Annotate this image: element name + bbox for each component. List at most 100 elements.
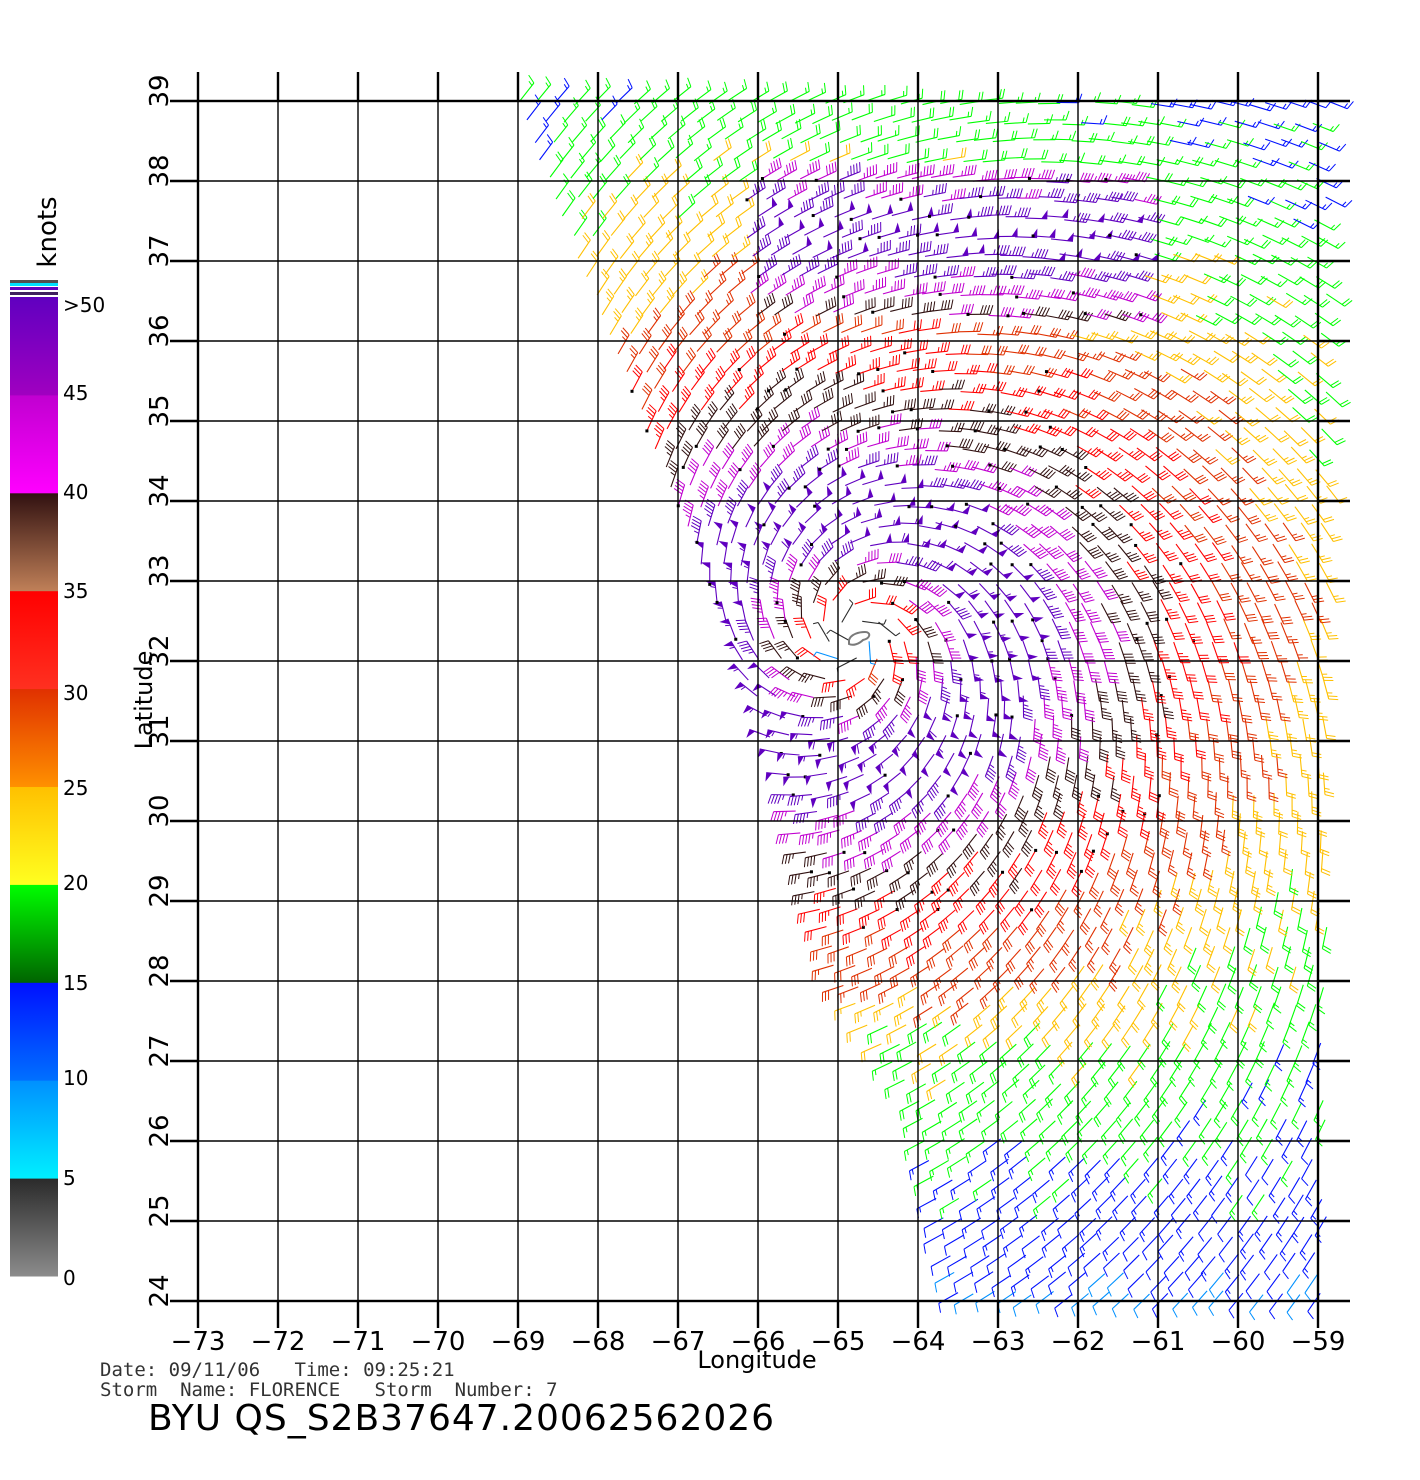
wind-barb <box>674 231 691 257</box>
wind-barb <box>1117 985 1130 1013</box>
wind-barb <box>1175 543 1199 563</box>
wind-barb <box>815 296 837 317</box>
wind-barb <box>907 714 920 739</box>
wind-barb <box>931 872 949 897</box>
wind-barb <box>1117 1045 1131 1072</box>
wind-barb <box>1276 698 1291 722</box>
wind-barb <box>1220 1139 1234 1167</box>
wind-barb <box>923 696 933 721</box>
wind-barb <box>1304 852 1315 879</box>
wind-barb <box>800 444 819 468</box>
wind-barb <box>850 142 873 160</box>
wind-barb <box>955 987 974 1011</box>
wind-barb <box>1037 676 1051 701</box>
wind-barb <box>1155 543 1179 562</box>
wind-barb <box>1247 195 1275 205</box>
wind-barb <box>1063 832 1074 860</box>
wind-barb <box>1100 603 1122 624</box>
wind-barb <box>1218 1236 1233 1263</box>
wind-barb <box>821 679 846 693</box>
wind-barb <box>1278 909 1288 937</box>
wind-barb <box>1221 829 1231 857</box>
wind-barb <box>1115 351 1143 361</box>
wind-barb <box>1275 1119 1287 1146</box>
wind-barb <box>1147 1178 1163 1204</box>
wind-barb <box>723 403 738 430</box>
wind-barb <box>1038 1120 1056 1145</box>
y-axis-label: Latitude <box>130 651 158 750</box>
wind-barb <box>1291 1102 1302 1130</box>
wind-barb <box>865 181 887 199</box>
wind-barb <box>1135 908 1146 937</box>
wind-barb <box>972 1179 992 1202</box>
wind-barb <box>860 507 883 524</box>
wind-barb <box>1123 1254 1140 1280</box>
wind-barb <box>856 256 878 274</box>
wind-barb <box>870 335 893 353</box>
wind-barb <box>1216 983 1227 1011</box>
wind-barb <box>1022 248 1049 259</box>
wind-barb <box>819 715 844 731</box>
wind-barb <box>911 793 928 819</box>
wind-barb <box>1225 718 1239 744</box>
wind-barb <box>1270 641 1289 663</box>
wind-barb <box>1007 852 1021 880</box>
wind-barb <box>657 137 675 162</box>
wind-barb <box>1127 1061 1142 1088</box>
wind-barb <box>1290 256 1318 269</box>
wind-barb <box>1296 661 1313 684</box>
wind-barb <box>613 268 628 295</box>
wind-barb <box>1046 563 1071 581</box>
wind-barb <box>1160 1140 1175 1167</box>
wind-barb <box>781 537 793 562</box>
wind-barb <box>1017 908 1034 936</box>
wind-barb <box>975 889 992 916</box>
wind-barb <box>1097 637 1116 660</box>
wind-barb <box>668 460 679 488</box>
wind-barb <box>1273 123 1301 132</box>
wind-barb <box>1161 1023 1174 1050</box>
wind-barb <box>935 222 960 237</box>
wind-barb <box>681 440 694 469</box>
wind-barb <box>899 909 920 932</box>
wind-barb <box>1168 582 1190 602</box>
wind-barb <box>1206 622 1225 644</box>
wind-barb <box>1272 543 1295 564</box>
wind-barb <box>1195 315 1223 326</box>
wind-barb <box>1144 754 1154 780</box>
wind-barb <box>786 691 814 703</box>
wind-barb <box>794 646 821 661</box>
wind-barb <box>821 984 844 1002</box>
wind-barb <box>1084 926 1097 954</box>
wind-barb <box>891 201 914 217</box>
wind-barb <box>1234 411 1261 427</box>
wind-barb <box>1041 1234 1060 1258</box>
wind-barb <box>1130 717 1142 743</box>
wind-barb <box>1168 772 1179 799</box>
wind-barb <box>738 159 758 182</box>
wind-barb <box>1229 1194 1243 1222</box>
wind-barb <box>1208 1175 1223 1202</box>
wind-barb <box>1073 891 1085 919</box>
wind-barb <box>1200 175 1228 185</box>
wind-barb <box>1156 350 1184 362</box>
wind-barb <box>906 1083 927 1104</box>
wind-barb <box>1228 1292 1244 1319</box>
wind-barb <box>1251 1100 1264 1128</box>
wind-barb <box>1143 1157 1159 1183</box>
wind-barb <box>1263 851 1274 878</box>
wind-barb <box>1210 966 1221 994</box>
wind-barb <box>1053 676 1068 702</box>
wind-barb <box>1091 717 1103 743</box>
wind-barb <box>873 1002 894 1023</box>
wind-barb <box>1251 637 1269 660</box>
wind-barb <box>952 164 977 178</box>
wind-barb <box>684 252 702 277</box>
wind-barb <box>1119 909 1130 937</box>
colorbar-segment <box>10 1080 58 1179</box>
wind-barb <box>963 149 988 163</box>
wind-barb <box>1198 1215 1213 1242</box>
wind-barb <box>793 197 815 218</box>
wind-barb <box>810 425 831 448</box>
wind-barb <box>737 542 747 566</box>
